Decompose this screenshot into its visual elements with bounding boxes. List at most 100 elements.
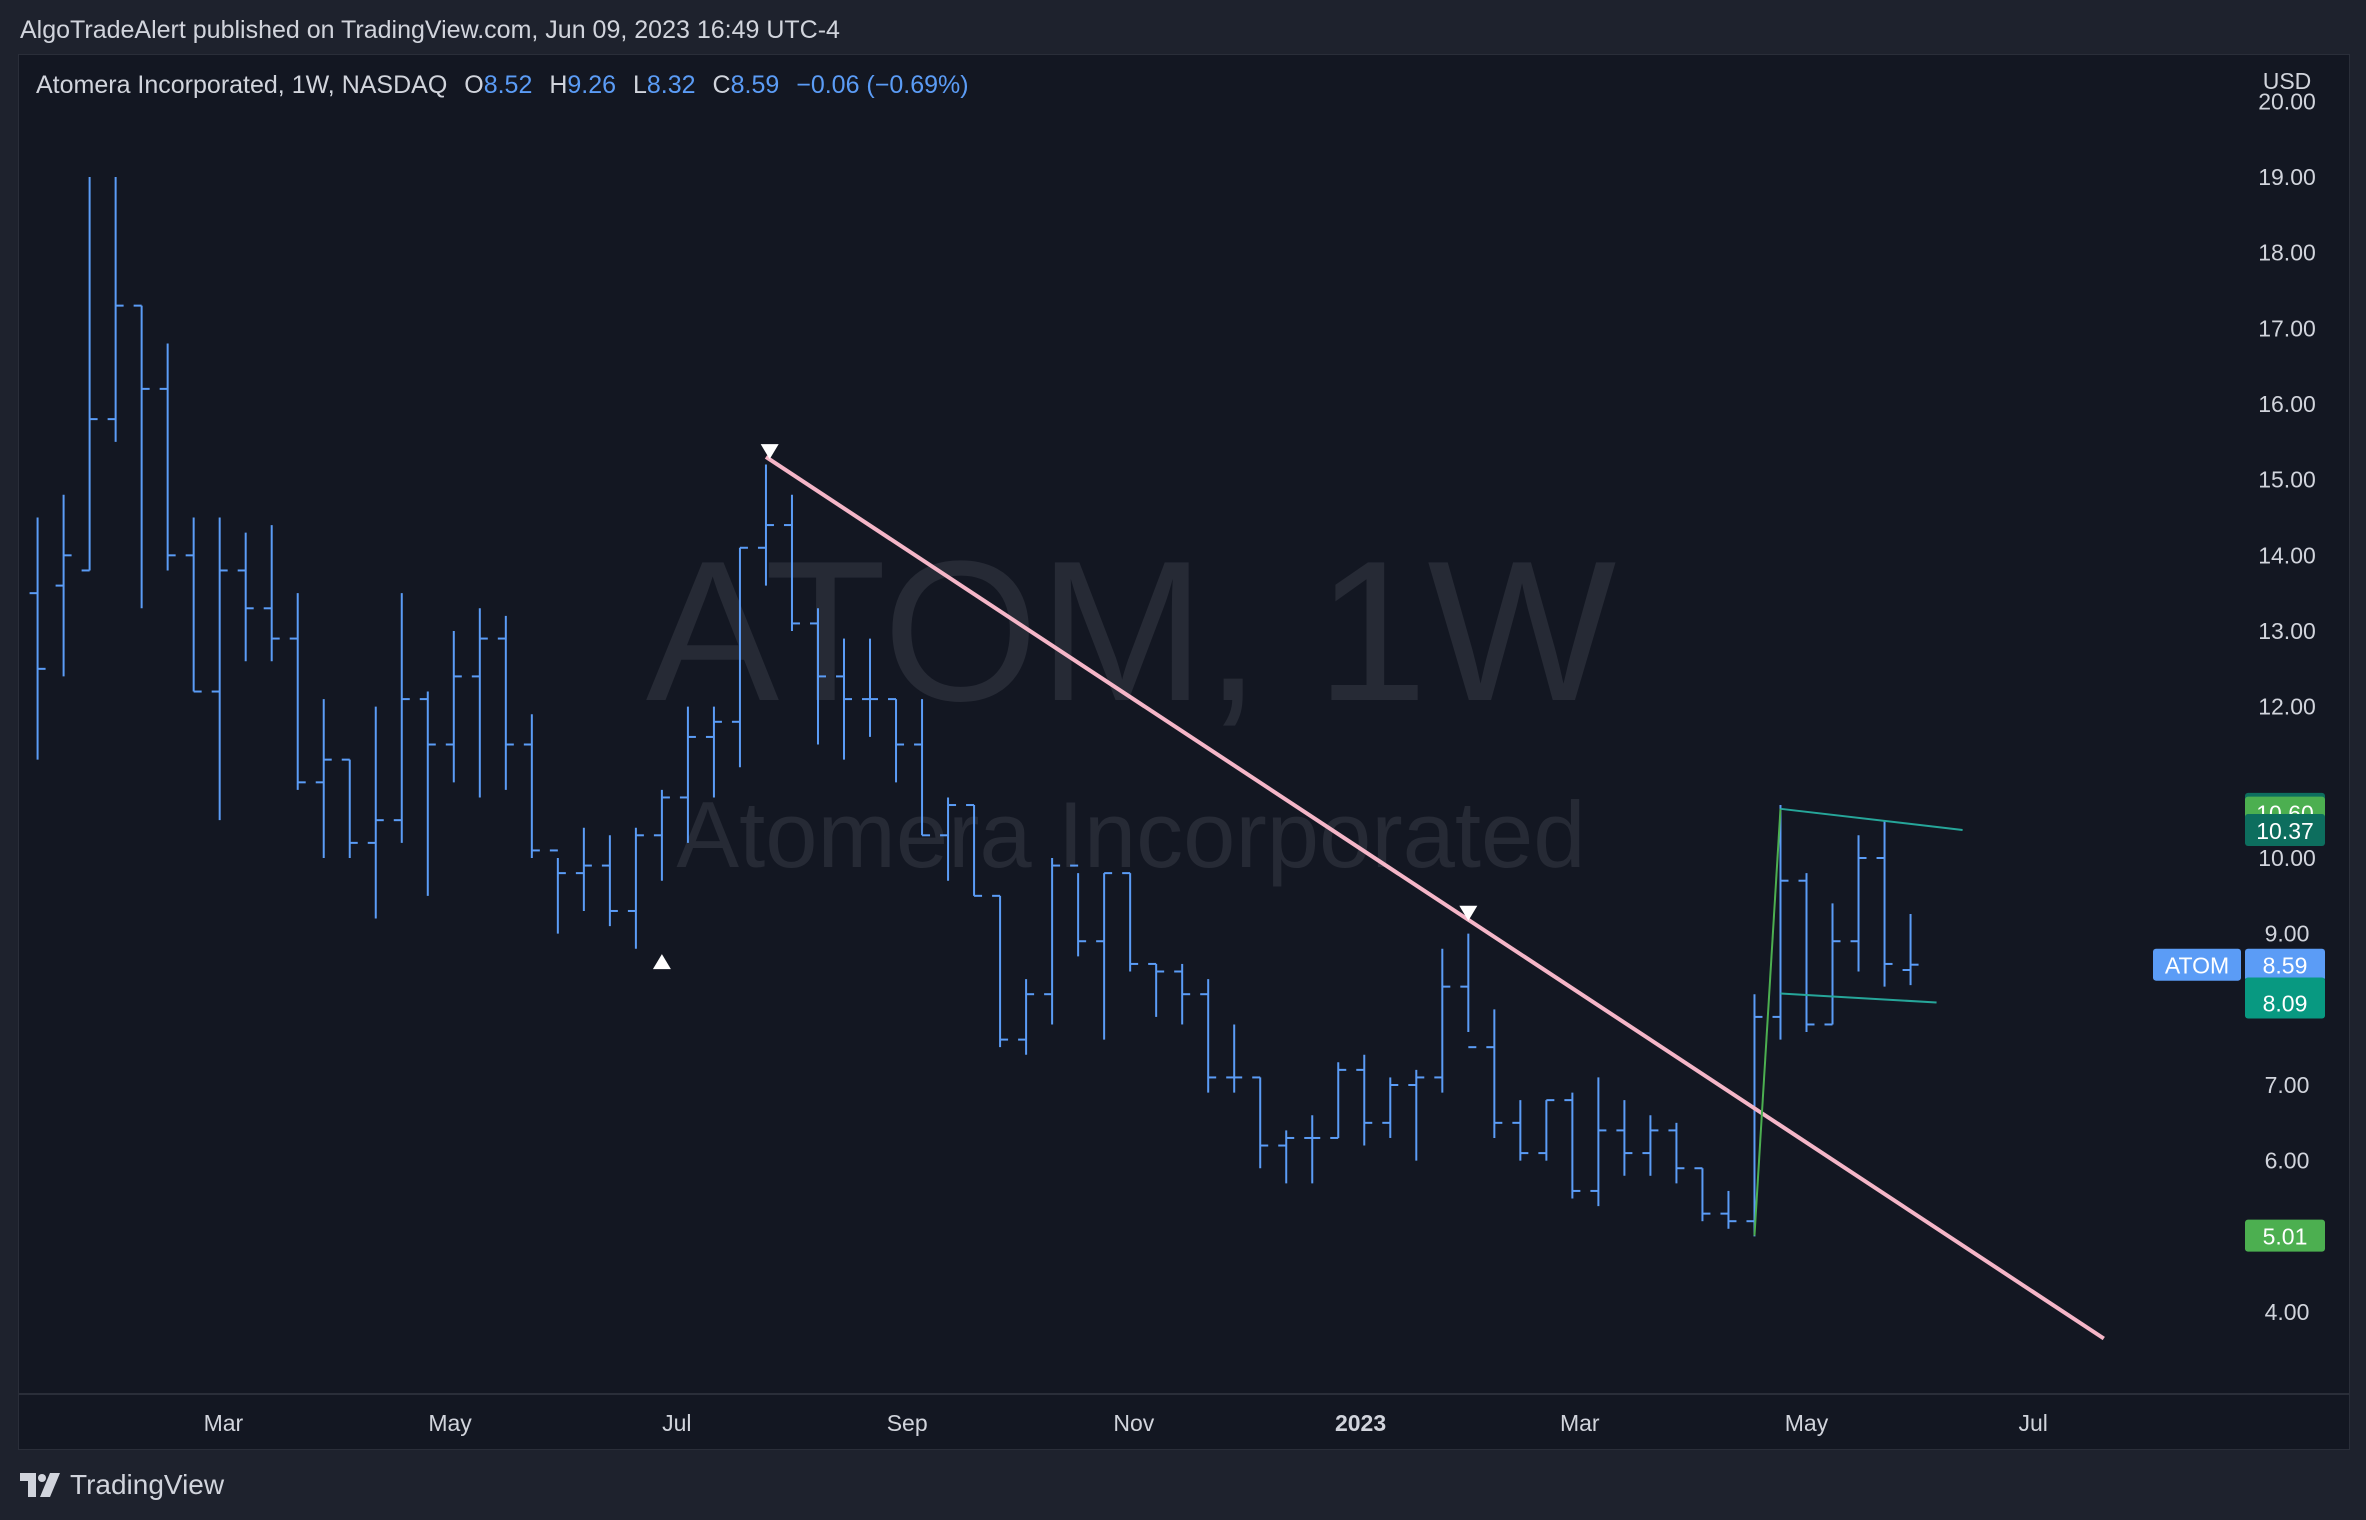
ohlc-bar (1304, 1115, 1321, 1184)
ohlc-bar (263, 525, 280, 662)
channel-lower-line (1780, 992, 1937, 1004)
ohlc-bar (601, 835, 618, 927)
ohlc-bar (1200, 979, 1217, 1093)
watermark-ticker: ATOM, 1W (646, 520, 1617, 743)
symbol-text: Atomera Incorporated, 1W, NASDAQ (36, 71, 448, 99)
low-label: L (633, 71, 647, 99)
price-label-text: 8.59 (2263, 953, 2308, 979)
price-tick-label: 15.00 (2258, 467, 2316, 493)
ohlc-bar (1096, 872, 1113, 1040)
price-label: 8.59 ATOM (2153, 948, 2325, 981)
price-label-box (2245, 814, 2325, 847)
ohlc-bar (29, 517, 46, 760)
price-axis[interactable]: 4.006.007.008.009.0010.0012.0013.0014.00… (2258, 88, 2316, 1325)
ohlc-bar (1278, 1130, 1295, 1184)
ohlc-bar (1694, 1167, 1711, 1222)
chart-panel[interactable]: ATOM, 1W Atomera Incorporated USD 4.00 6.… (18, 54, 2350, 1450)
watermark-company: Atomera Incorporated (676, 782, 1585, 887)
time-tick-label: Mar (204, 1410, 244, 1436)
time-tick-label: Nov (1113, 1410, 1154, 1436)
ohlc-bar (549, 849, 566, 934)
ohlc-bar (992, 894, 1009, 1048)
tradingview-logo-icon (20, 1473, 60, 1497)
ohlc-bar (1824, 903, 1841, 1026)
ohlc-bar (523, 714, 540, 858)
ohlc-bar (783, 494, 800, 631)
ohlc-bar (1408, 1069, 1425, 1161)
ohlc-bar (966, 804, 983, 897)
ohlc-bar (367, 706, 384, 919)
ohlc-bar (731, 546, 748, 768)
price-label: 10.37 (2245, 814, 2325, 847)
time-tick-label: Mar (1560, 1410, 1600, 1436)
ohlc-bar (497, 615, 514, 790)
time-tick-label: Jul (2018, 1410, 2047, 1436)
up-arrow-marker-icon (652, 954, 671, 970)
price-tick-label: 18.00 (2258, 240, 2316, 266)
ohlc-bar (289, 593, 306, 790)
ohlc-bar (1356, 1054, 1373, 1146)
ohlc-bar (471, 608, 488, 798)
ohlc-bars (29, 177, 1919, 1237)
ohlc-bar (81, 177, 98, 572)
ohlc-bar (1512, 1100, 1529, 1161)
ohlc-bar (1798, 873, 1815, 1033)
time-axis[interactable]: Mar May Jul Sep Nov 2023 Mar May Jul (204, 1410, 2048, 1436)
ohlc-bar (1590, 1077, 1607, 1207)
ohlc-bar (1616, 1100, 1633, 1176)
price-label-box (2245, 1219, 2325, 1252)
ohlc-bar (653, 789, 670, 881)
ohlc-bar (1746, 994, 1763, 1237)
ohlc-bar (1720, 1190, 1737, 1229)
low-value: 8.32 (646, 71, 696, 99)
price-tick-label: 19.00 (2258, 164, 2316, 190)
ohlc-bar (185, 517, 202, 693)
price-tick-label: 12.00 (2258, 694, 2316, 720)
ohlc-bar (159, 343, 176, 571)
ohlc-bar (1174, 963, 1191, 1025)
time-tick-label: May (428, 1410, 472, 1436)
ohlc-bar (1642, 1115, 1659, 1176)
ohlc-bar (575, 827, 592, 911)
footer-brand[interactable]: TradingView (20, 1467, 224, 1503)
price-label-text: 5.01 (2263, 1224, 2308, 1250)
ohlc-bar (1226, 1024, 1243, 1093)
symbol-label-text: ATOM (2165, 953, 2229, 979)
change-value: −0.06 (−0.69%) (796, 71, 969, 99)
price-label-box (2245, 948, 2325, 981)
time-tick-label: May (1785, 1410, 1829, 1436)
price-tick-label: 17.00 (2258, 315, 2316, 341)
open-label: O (464, 71, 484, 99)
ohlc-bar (107, 177, 124, 442)
ohlc-bar (836, 638, 852, 760)
currency-label: USD (2263, 68, 2312, 94)
ohlc-bar (1564, 1092, 1581, 1199)
ohlc-bar (1252, 1076, 1269, 1169)
ohlc-bar (211, 517, 228, 821)
close-value: 8.59 (730, 71, 780, 99)
price-tick-label: 16.00 (2258, 391, 2316, 417)
ohlc-bar (1668, 1122, 1685, 1184)
channel-upper-line (1780, 807, 1963, 831)
price-label-text: 10.37 (2256, 818, 2314, 844)
ohlc-bar (1382, 1077, 1399, 1138)
ohlc-bar (627, 827, 644, 949)
ohlc-bar (679, 706, 696, 843)
drawing-tools[interactable] (652, 444, 2105, 1341)
price-tick-label: 7.00 (2265, 1072, 2310, 1098)
ohlc-bar (1902, 913, 1919, 986)
ohlc-chart[interactable]: ATOM, 1W Atomera Incorporated USD 4.00 6.… (19, 55, 2350, 1450)
price-tick-label: 6.00 (2265, 1148, 2310, 1174)
ohlc-bar (445, 631, 462, 783)
ohlc-bar (1070, 864, 1087, 957)
time-tick-label: Jul (662, 1410, 691, 1436)
descending-trendline (764, 455, 2105, 1341)
published-header: AlgoTradeAlert published on TradingView.… (20, 16, 840, 44)
price-tick-label: 13.00 (2258, 618, 2316, 644)
down-arrow-marker-icon (760, 444, 779, 460)
ohlc-bar (315, 699, 332, 858)
ohlc-bar (809, 608, 826, 745)
price-tick-label: 20.00 (2258, 88, 2316, 114)
symbol-legend: Atomera Incorporated, 1W, NASDAQ O8.52 H… (36, 67, 969, 103)
ohlc-bar (419, 691, 436, 896)
